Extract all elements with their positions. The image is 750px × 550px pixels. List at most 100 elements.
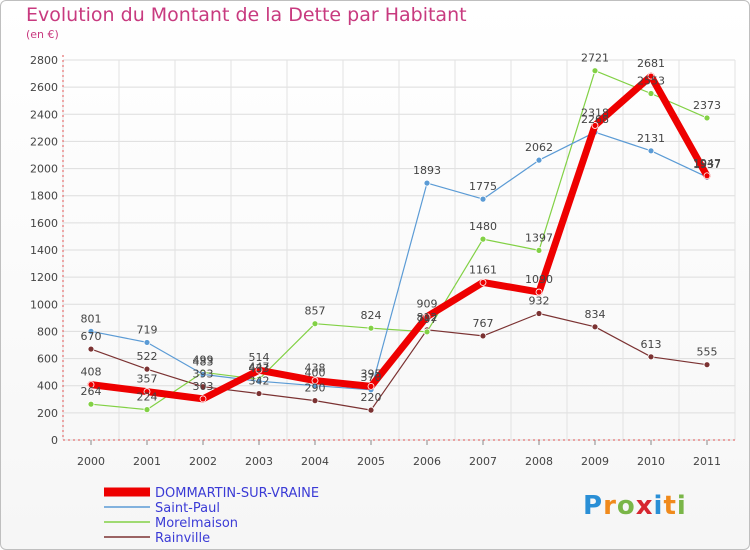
data-point	[703, 172, 711, 180]
x-axis-ticks: 2000 2001 2002 2003 2004 2005 2006 2007 2008 2009…	[77, 455, 721, 468]
data-label: 224	[137, 391, 158, 404]
data-label: 395	[361, 367, 382, 380]
data-point	[423, 313, 431, 321]
legend-label: Saint-Paul	[155, 501, 220, 516]
data-label: 1090	[525, 273, 553, 286]
data-label: 1775	[469, 180, 497, 193]
grid	[62, 59, 736, 441]
data-label: 1893	[413, 164, 441, 177]
data-point	[311, 320, 319, 328]
data-point	[199, 395, 207, 403]
data-label: 438	[305, 362, 326, 375]
x-tick-label: 2000	[77, 455, 105, 468]
data-labels: 408 357 303 514 438 395 909 1161 1090 2318 2681 194…	[81, 52, 722, 404]
y-tick-label: 600	[37, 353, 58, 366]
data-point	[479, 332, 487, 340]
data-label: 2553	[637, 75, 665, 88]
x-tick-label: 2001	[133, 455, 161, 468]
y-tick-label: 2400	[30, 108, 58, 121]
y-tick-label: 400	[37, 380, 58, 393]
data-point	[255, 390, 263, 397]
data-point	[647, 90, 655, 97]
logo-letter: x	[635, 491, 654, 521]
data-label: 2131	[637, 132, 665, 145]
x-tick-label: 2007	[469, 455, 497, 468]
proxiti-logo: Proxiti	[583, 491, 687, 521]
logo-letter: t	[663, 491, 677, 521]
legend-label: Morelmaison	[155, 516, 238, 531]
x-tick-label: 2008	[525, 455, 553, 468]
data-point	[591, 323, 599, 331]
y-tick-label: 1200	[30, 271, 58, 284]
data-point	[143, 406, 151, 414]
data-point	[479, 279, 487, 286]
data-label: 812	[417, 311, 438, 324]
data-point	[255, 366, 263, 374]
x-tick-label: 2009	[581, 455, 609, 468]
data-point	[143, 365, 151, 373]
data-label: 370	[361, 371, 382, 384]
y-tick-label: 2200	[30, 135, 58, 148]
y-tick-label: 2800	[30, 54, 58, 67]
y-tick-label: 200	[37, 407, 58, 420]
x-tick-label: 2002	[189, 455, 217, 468]
x-tick-label: 2010	[637, 455, 665, 468]
logo-letter: o	[616, 491, 636, 521]
series-line-2	[90, 131, 708, 391]
data-label: 2062	[525, 141, 553, 154]
data-point	[423, 179, 431, 187]
x-tick-label: 2006	[413, 455, 441, 468]
y-tick-label: 1600	[30, 217, 58, 230]
legend: DOMMARTIN-SUR-VRAINESaint-PaulMorelmaiso…	[104, 486, 319, 546]
data-label: 797	[417, 313, 438, 326]
data-label: 834	[585, 308, 606, 321]
data-label: 303	[193, 380, 214, 393]
data-label: 2721	[581, 52, 609, 65]
series-line-1	[87, 72, 711, 403]
data-point	[479, 235, 487, 243]
y-tick-label: 1800	[30, 190, 58, 203]
data-point	[535, 310, 543, 317]
data-label: 1947	[693, 157, 721, 170]
chart-title: Evolution du Montant de la Dette par Hab…	[26, 4, 467, 26]
data-label: 499	[193, 353, 214, 366]
data-point	[199, 383, 207, 391]
data-label: 447	[249, 360, 270, 373]
y-axis-ticks: 0 200 400 600 800 1000 1200 1400 1600 1800 2000 220…	[30, 54, 58, 447]
data-label: 909	[417, 298, 438, 311]
data-label: 342	[249, 375, 270, 388]
data-point	[87, 381, 95, 389]
data-point	[423, 328, 431, 336]
y-tick-label: 800	[37, 325, 58, 338]
data-label: 393	[193, 368, 214, 381]
data-label: 522	[137, 350, 158, 363]
axes	[62, 55, 735, 445]
data-label: 357	[137, 373, 158, 386]
data-point	[703, 361, 711, 369]
series-line-3	[90, 70, 708, 411]
data-label: 555	[697, 346, 718, 359]
data-label: 1480	[469, 220, 497, 233]
data-point	[647, 147, 655, 155]
data-label: 824	[361, 309, 382, 322]
data-point	[479, 195, 487, 203]
y-tick-label: 2000	[30, 163, 58, 176]
x-tick-label: 2003	[245, 455, 273, 468]
legend-label: Rainville	[155, 531, 210, 546]
data-point	[199, 371, 207, 378]
data-label: 613	[641, 338, 662, 351]
data-point	[367, 406, 375, 414]
data-label: 2318	[581, 106, 609, 119]
data-label: 767	[473, 317, 494, 330]
data-label: 433	[249, 362, 270, 375]
logo-letter: r	[603, 491, 617, 521]
data-label: 857	[305, 305, 326, 318]
data-point	[647, 72, 655, 80]
data-point	[703, 114, 711, 122]
data-point	[143, 339, 151, 346]
y-tick-label: 2600	[30, 81, 58, 94]
x-tick-label: 2011	[693, 455, 721, 468]
logo-letter: P	[583, 491, 604, 521]
